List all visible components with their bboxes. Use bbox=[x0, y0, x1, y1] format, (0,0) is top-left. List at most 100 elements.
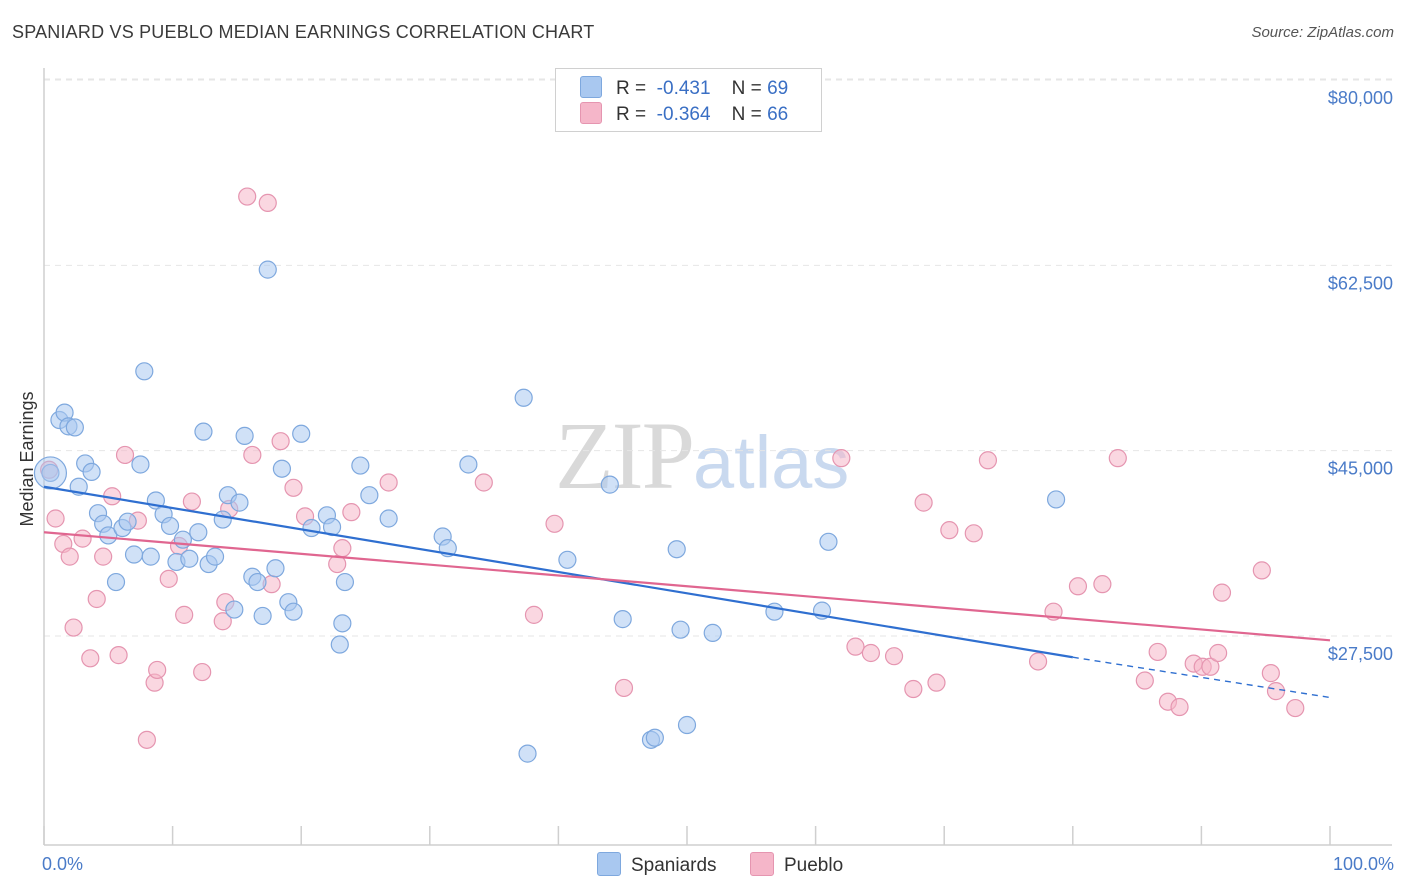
correlation-legend: R = -0.431 N = 69 R = -0.364 N = 66 bbox=[555, 68, 822, 132]
pueblo-trend-line bbox=[43, 531, 1331, 642]
pueblo-point bbox=[545, 514, 564, 533]
spaniard-point bbox=[600, 475, 619, 494]
spaniard-point bbox=[272, 459, 292, 478]
legend-r-value: -0.431 bbox=[656, 78, 711, 99]
pueblo-point bbox=[846, 637, 865, 656]
bottom-legend-label-pueblo: Pueblo bbox=[784, 855, 844, 876]
pueblo-point bbox=[832, 449, 851, 468]
pueblo-point bbox=[81, 649, 100, 668]
x-tick-label-min: 0.0% bbox=[42, 854, 83, 874]
spaniard-point bbox=[65, 418, 84, 437]
y-tick-labels: $80,000 $62,500 $45,000 $27,500 bbox=[1328, 88, 1393, 664]
spaniard-point bbox=[230, 493, 249, 512]
spaniard-point bbox=[333, 614, 352, 633]
legend-n-value: 66 bbox=[767, 104, 789, 125]
bottom-legend-swatch-spaniards bbox=[597, 852, 621, 876]
spaniard-point bbox=[124, 545, 144, 564]
pueblo-point bbox=[87, 589, 106, 609]
spaniard-point bbox=[667, 540, 686, 559]
pueblo-point bbox=[213, 612, 232, 631]
pueblo-point bbox=[73, 529, 92, 548]
watermark-atlas: atlas bbox=[693, 421, 850, 504]
spaniard-point bbox=[360, 486, 379, 505]
spaniard-point bbox=[106, 572, 126, 592]
spaniard-point bbox=[819, 532, 838, 551]
pueblo-point bbox=[148, 660, 167, 680]
pueblo-point bbox=[238, 187, 257, 206]
spaniard-point bbox=[302, 518, 321, 538]
bottom-legend-pueblo: Pueblo bbox=[750, 852, 843, 877]
pueblo-point bbox=[1170, 697, 1189, 717]
spaniard-point bbox=[99, 526, 118, 545]
spaniard-point bbox=[82, 462, 101, 482]
legend-r-value: -0.364 bbox=[656, 104, 711, 125]
y-tick-label: $80,000 bbox=[1328, 88, 1393, 108]
spaniard-point bbox=[253, 606, 272, 626]
pueblo-point bbox=[861, 643, 880, 663]
spaniard-point bbox=[514, 388, 533, 407]
spaniard-point bbox=[379, 509, 398, 528]
pueblo-point bbox=[271, 432, 290, 451]
spaniard-point bbox=[1046, 490, 1066, 509]
pueblo-point bbox=[964, 524, 983, 543]
pueblo-point bbox=[193, 662, 212, 682]
pueblo-point bbox=[1201, 657, 1220, 676]
pueblo-point bbox=[1212, 583, 1232, 602]
spaniard-point bbox=[160, 516, 180, 536]
pueblo-point bbox=[342, 503, 361, 522]
legend-r-label: R = bbox=[616, 78, 647, 99]
pueblo-point bbox=[182, 492, 201, 511]
pueblo-point bbox=[914, 493, 933, 512]
spaniard-point bbox=[645, 728, 664, 747]
spaniard-point bbox=[292, 424, 311, 443]
spaniard-point bbox=[335, 572, 355, 592]
pueblo-point bbox=[243, 445, 262, 465]
spaniard-point bbox=[284, 602, 303, 621]
pueblo-point bbox=[1252, 561, 1271, 580]
pueblo-point bbox=[284, 478, 303, 497]
pueblo-point bbox=[94, 547, 113, 566]
spaniard-point bbox=[194, 422, 213, 441]
pueblo-point bbox=[940, 521, 959, 540]
spaniard-point bbox=[677, 715, 697, 735]
spaniard-point bbox=[225, 600, 244, 619]
spaniard-point bbox=[213, 510, 232, 529]
spaniard-point bbox=[459, 455, 478, 474]
pueblo-point bbox=[175, 605, 194, 624]
chart-title: SPANIARD VS PUEBLO MEDIAN EARNINGS CORRE… bbox=[12, 22, 595, 42]
spaniard-point bbox=[266, 559, 285, 578]
chart-source: Source: ZipAtlas.com bbox=[1251, 24, 1394, 41]
pueblo-point bbox=[474, 473, 493, 492]
spaniard-point bbox=[173, 530, 192, 549]
pueblo-point bbox=[159, 569, 178, 588]
spaniard-trend-line bbox=[43, 485, 1073, 659]
spaniard-point bbox=[703, 623, 722, 642]
pueblo-point bbox=[884, 647, 904, 666]
pueblo-point bbox=[614, 678, 634, 698]
legend-r-label: R = bbox=[616, 104, 647, 125]
grid-lines bbox=[44, 78, 1392, 637]
legend-swatch-pueblo bbox=[580, 102, 602, 124]
pueblo-point bbox=[64, 618, 83, 637]
pueblo-point bbox=[379, 473, 398, 492]
bottom-legend-swatch-pueblo bbox=[750, 852, 774, 876]
pueblo-point bbox=[137, 730, 156, 749]
pueblo-point bbox=[333, 539, 352, 558]
spaniard-point bbox=[330, 635, 349, 654]
bottom-legend-spaniards: Spaniards bbox=[597, 852, 717, 877]
spaniard-point-large bbox=[33, 456, 68, 490]
spaniard-point bbox=[351, 456, 370, 475]
spaniard-point bbox=[671, 620, 690, 639]
pueblo-point bbox=[1135, 671, 1154, 690]
legend-swatch-spaniards bbox=[580, 76, 602, 98]
y-axis-label: Median Earnings bbox=[17, 391, 37, 526]
bottom-legend-label-spaniards: Spaniards bbox=[631, 855, 717, 876]
spaniard-point bbox=[180, 549, 199, 568]
spaniard-point bbox=[258, 260, 277, 279]
spaniard-point bbox=[131, 455, 150, 474]
watermark: ZIPatlas bbox=[555, 400, 849, 511]
spaniard-point bbox=[613, 610, 632, 629]
pueblo-point bbox=[1108, 449, 1127, 468]
legend-n-label: N = bbox=[731, 78, 762, 99]
pueblo-point bbox=[46, 509, 65, 528]
